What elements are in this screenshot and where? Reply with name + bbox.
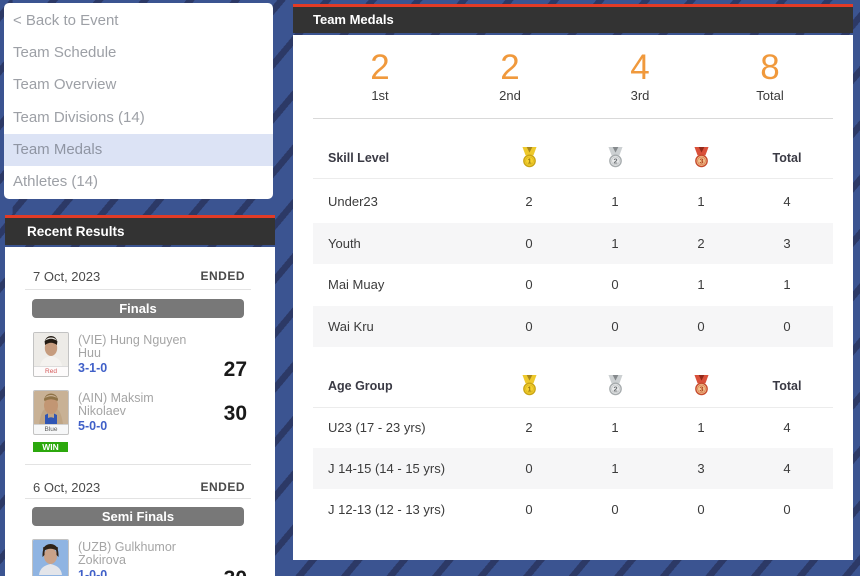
svg-text:3: 3 — [699, 157, 703, 166]
svg-text:1: 1 — [527, 385, 531, 394]
svg-text:1: 1 — [527, 157, 531, 166]
svg-text:3: 3 — [699, 385, 703, 394]
svg-text:2: 2 — [613, 157, 617, 166]
svg-text:2: 2 — [613, 385, 617, 394]
